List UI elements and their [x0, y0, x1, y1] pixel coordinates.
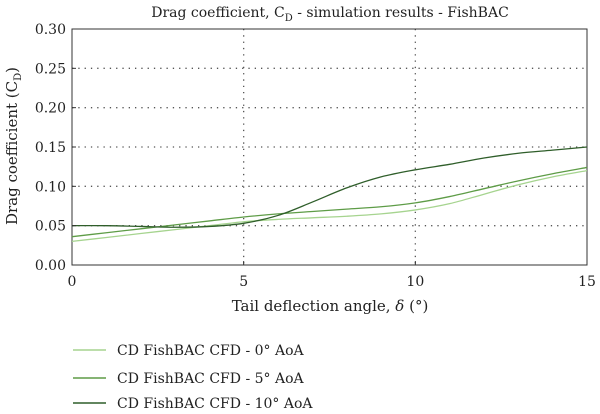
- y-tick-label: 0.25: [35, 61, 66, 77]
- x-tick-label: 10: [406, 274, 424, 290]
- y-axis-label-tail: ): [3, 67, 21, 73]
- series-lines: [71, 146, 588, 243]
- x-tick-label: 5: [239, 274, 248, 290]
- chart-title-subscript: D: [285, 13, 293, 24]
- x-axis-label: Tail deflection angle, δ (°): [232, 297, 429, 315]
- y-axis-ticks: 0.00 0.05 0.10 0.15 0.20 0.25 0.30: [35, 22, 76, 274]
- y-axis-label: Drag coefficient (CD): [3, 67, 24, 225]
- x-axis-label-main: Tail deflection angle,: [232, 297, 396, 315]
- series-line-2: [71, 146, 588, 228]
- plot-frame: [71, 28, 588, 266]
- x-axis-label-symbol: δ: [395, 297, 404, 315]
- legend-label-1: CD FishBAC CFD - 5° AoA: [117, 371, 305, 387]
- legend: CD FishBAC CFD - 0° AoA CD FishBAC CFD - …: [73, 343, 313, 412]
- series-line-0: [71, 169, 588, 243]
- chart-title-tail: - simulation results - FishBAC: [293, 5, 509, 21]
- y-tick-label: 0.00: [35, 258, 66, 274]
- y-tick-label: 0.10: [35, 179, 66, 195]
- grid-lines: [72, 29, 587, 265]
- legend-label-2: CD FishBAC CFD - 10° AoA: [117, 396, 313, 412]
- y-tick-label: 0.15: [35, 140, 66, 156]
- chart-title-main: Drag coefficient, C: [151, 5, 285, 21]
- y-tick-label: 0.30: [35, 22, 66, 38]
- x-axis-label-tail: (°): [404, 297, 428, 315]
- x-tick-label: 15: [578, 274, 596, 290]
- chart-title: Drag coefficient, CD - simulation result…: [151, 5, 509, 24]
- x-axis-ticks: 0 5 10 15: [68, 261, 596, 290]
- y-axis-label-main: Drag coefficient (C: [3, 81, 21, 225]
- y-tick-label: 0.20: [35, 101, 66, 117]
- x-tick-label: 0: [68, 274, 77, 290]
- y-tick-label: 0.05: [35, 219, 66, 235]
- legend-label-0: CD FishBAC CFD - 0° AoA: [117, 343, 305, 359]
- y-axis-label-subscript: D: [13, 73, 24, 81]
